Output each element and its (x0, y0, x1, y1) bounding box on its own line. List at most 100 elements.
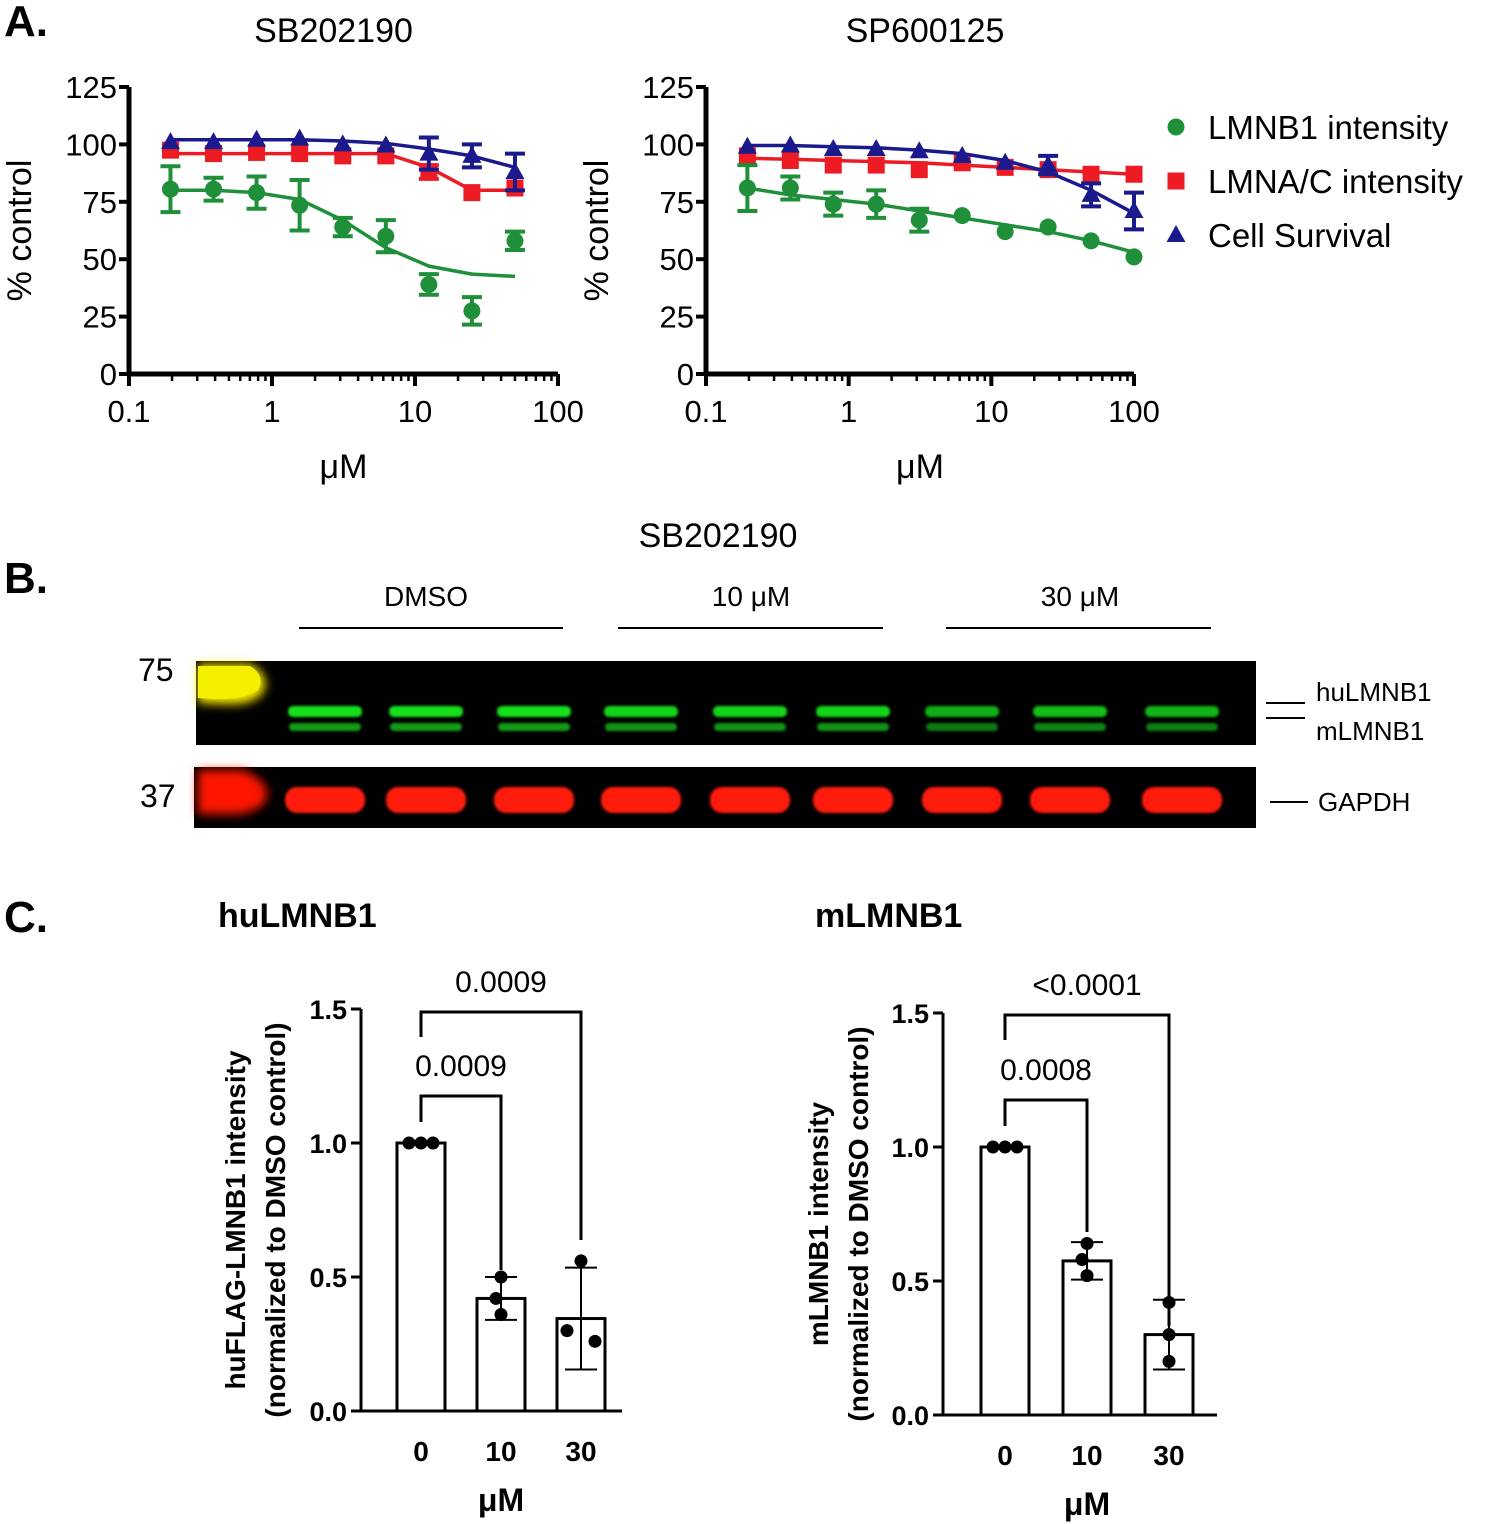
gapdh-band (285, 787, 365, 813)
blot-group-label: 30 μM (1041, 581, 1119, 612)
significance-bracket (1003, 1013, 1171, 1326)
mw-marker-37: 37 (140, 778, 176, 814)
y-tick-label: 50 (660, 242, 694, 277)
hulmnb1-band (604, 706, 678, 717)
y-axis-label: mLMNB1 intensity (803, 1101, 834, 1346)
mlmnb1-band (390, 723, 462, 731)
data-point (291, 145, 309, 163)
western-blot: SB202190 DMSO 10 μM 30 μM 75 37 huLMNB1 … (138, 517, 1432, 828)
data-point (494, 1308, 508, 1322)
data-point (1124, 200, 1144, 218)
p-value-label: 0.0009 (455, 966, 547, 999)
legend-marker (1167, 118, 1185, 136)
x-tick-label: 1 (840, 394, 857, 429)
x-tick-label: 10 (398, 394, 432, 429)
gapdh-band (1030, 787, 1110, 813)
legend-marker (1167, 172, 1185, 190)
legend: LMNB1 intensity LMNA/C intensity Cell Surv… (1166, 109, 1463, 254)
y-tick-label: 0.0 (309, 1397, 347, 1427)
chart-title: SP600125 (846, 12, 1005, 50)
gapdh-band (922, 787, 1002, 813)
y-tick-label: 75 (660, 185, 694, 220)
legend-item: LMNA/C intensity (1208, 163, 1463, 200)
data-point (986, 1140, 1000, 1154)
y-tick-label: 1.5 (309, 995, 347, 1025)
mlmnb1-band (926, 723, 998, 731)
panel-b-letter: B. (4, 554, 48, 603)
p-value-label: <0.0001 (1032, 969, 1141, 1002)
hulmnb1-band (1033, 706, 1107, 717)
mlmnb1-band (1034, 723, 1106, 731)
y-axis-label: % control (578, 160, 616, 302)
data-point (426, 1136, 440, 1150)
x-tick-label: 0 (413, 1436, 429, 1467)
data-point (160, 132, 180, 150)
panel-c-letter: C. (4, 893, 48, 942)
data-point (376, 135, 396, 153)
data-point (291, 196, 309, 214)
significance-bracket (419, 1010, 583, 1240)
data-point (247, 129, 267, 147)
mw-marker-75: 75 (138, 652, 174, 688)
chart-title: SB202190 (254, 12, 413, 50)
x-tick-label: 100 (1108, 394, 1160, 429)
gapdh-band (494, 787, 574, 813)
data-point (560, 1324, 574, 1338)
x-axis-label: μM (478, 1482, 524, 1518)
gapdh-band (1142, 787, 1222, 813)
chart-mlmnb1: mLMNB1 0.0 0.5 1.0 1.5 0 10 30 μM mLMNB1 intensit… (803, 897, 1217, 1522)
data-point (204, 132, 224, 150)
data-point (588, 1334, 602, 1348)
mlmnb1-band (1146, 723, 1218, 731)
data-point (333, 134, 353, 152)
hulmnb1-band (389, 706, 463, 717)
x-tick-label: 30 (1153, 1440, 1184, 1471)
data-point (737, 136, 757, 154)
y-tick-label: 0.5 (891, 1267, 929, 1297)
data-point (824, 195, 842, 213)
data-point (420, 275, 438, 293)
data-point (738, 179, 756, 197)
hulmnb1-band (816, 706, 890, 717)
data-point (248, 184, 266, 202)
data-point (402, 1136, 416, 1150)
x-tick-label: 1 (263, 394, 280, 429)
ladder-band (198, 770, 267, 815)
significance-bracket (419, 1094, 503, 1270)
data-point (1075, 1253, 1089, 1267)
data-point (463, 302, 481, 320)
x-tick-label: 100 (532, 394, 584, 429)
mlmnb1-band (289, 723, 361, 731)
data-point (1010, 1140, 1024, 1154)
data-point (1125, 165, 1143, 183)
data-point (1080, 1269, 1094, 1283)
data-point (205, 180, 223, 198)
legend-item: LMNB1 intensity (1208, 109, 1449, 146)
y-tick-label: 125 (642, 70, 694, 105)
x-tick-label: 10 (485, 1436, 516, 1467)
ladder-band (198, 666, 261, 700)
data-point (1081, 184, 1101, 202)
data-point (494, 1270, 508, 1284)
x-tick-label: 0.1 (107, 394, 150, 429)
y-tick-label: 0 (100, 357, 117, 392)
y-tick-label: 0 (677, 357, 694, 392)
data-point (910, 211, 928, 229)
gapdh-band (601, 787, 681, 813)
y-tick-label: 0.0 (891, 1401, 929, 1431)
data-point (489, 1291, 503, 1305)
data-point (1082, 232, 1100, 250)
y-tick-label: 25 (660, 300, 694, 335)
data-point (824, 156, 842, 174)
blot-group-label: DMSO (384, 581, 468, 612)
data-point (377, 227, 395, 245)
x-tick-label: 10 (1071, 1440, 1102, 1471)
x-tick-label: 0 (997, 1440, 1013, 1471)
data-point (463, 184, 481, 202)
data-point (1082, 165, 1100, 183)
y-tick-label: 125 (65, 70, 117, 105)
gapdh-band (710, 787, 790, 813)
data-point (1080, 1236, 1094, 1250)
y-tick-label: 1.5 (891, 999, 929, 1029)
gapdh-band (386, 787, 466, 813)
